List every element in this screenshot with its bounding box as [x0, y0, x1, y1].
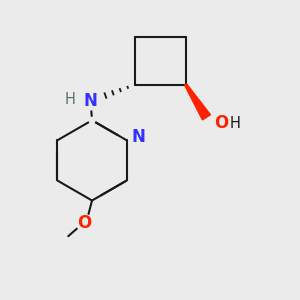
Text: O: O	[77, 214, 92, 232]
Text: O: O	[214, 114, 229, 132]
Circle shape	[213, 115, 230, 132]
Circle shape	[89, 117, 95, 123]
Circle shape	[82, 92, 100, 110]
Text: N: N	[132, 128, 145, 146]
Circle shape	[130, 129, 147, 146]
Text: H: H	[229, 116, 240, 131]
Text: H: H	[64, 92, 75, 107]
Circle shape	[76, 214, 93, 231]
Text: N: N	[84, 92, 98, 110]
Polygon shape	[185, 84, 211, 120]
